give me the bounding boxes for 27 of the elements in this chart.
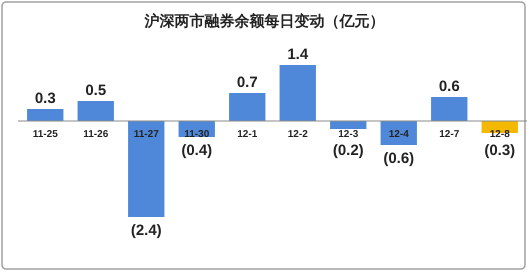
x-tick-label: 12-2 [288,129,308,140]
data-label: (0.6) [383,150,414,167]
bar [280,65,316,121]
bar [229,93,266,121]
data-label: 1.4 [287,46,309,63]
chart-title: 沪深两市融券余额每日变动（亿元） [144,12,384,30]
x-tick-label: 11-26 [83,129,109,140]
bar [380,121,417,145]
bar [431,97,468,121]
data-label: 0.3 [34,90,56,107]
x-tick-label: 12-3 [338,129,359,140]
data-label: 0.5 [85,82,106,99]
x-tick-label: 12-7 [439,129,460,140]
x-tick-label: 12-1 [237,129,258,140]
data-label: (0.3) [484,142,516,159]
data-label: 0.7 [236,74,258,91]
data-label: (2.4) [130,222,162,239]
x-tick-label: 11-25 [32,129,58,140]
x-tick-label: 12-4 [388,129,410,140]
data-label: (0.4) [181,142,212,159]
x-tick-label: 11-27 [134,129,160,140]
bar [27,109,64,121]
bar [128,121,164,217]
data-label: (0.2) [332,142,364,159]
bar [330,121,366,129]
data-label: 0.6 [438,78,460,95]
bar [78,101,114,121]
